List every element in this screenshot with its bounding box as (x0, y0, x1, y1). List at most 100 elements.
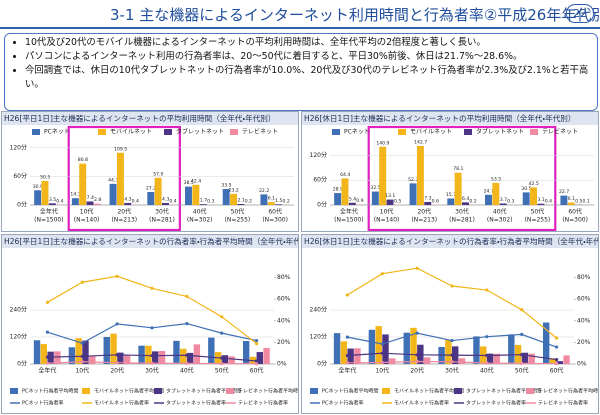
bar (154, 177, 162, 205)
chart-panel: H26[休日1日]主な機器によるインターネットの平均利用時間（全年代・年代別） … (301, 111, 599, 232)
y-tick-label: 240分 (310, 306, 327, 314)
bar-value-label: 0.5 (394, 198, 401, 204)
legend-label: PCネット行為者率 (322, 400, 364, 407)
bar-value-label: 0.1 (583, 198, 590, 204)
line-marker (115, 353, 119, 357)
line-marker (450, 284, 454, 288)
x-tick-label: 60代 (550, 367, 564, 375)
legend-label: PCネット行為者平均時間 (322, 388, 379, 395)
line-marker (520, 332, 524, 337)
bar-value-label: 142.7 (414, 140, 427, 146)
bar (89, 356, 96, 364)
line-marker (450, 338, 454, 343)
x-tick-label: 20代 (417, 208, 431, 216)
bar-value-label: 0.4 (545, 198, 552, 204)
bar (416, 146, 424, 205)
bar-value-label: 0.4 (132, 198, 139, 204)
chart: 0分 120分 240分 0% 20% 40% 60% 80% 全年代 10代 20代 30代 40代 5… (10, 274, 298, 407)
bar-value-label: 86.8 (78, 157, 88, 163)
legend-label: タブレットネット行為者率 (166, 400, 226, 407)
y-tick-label: 120分 (310, 151, 327, 159)
bar-value-label: 33.5 (221, 183, 231, 189)
legend-swatch (332, 129, 340, 135)
bar-value-label: 6.1 (568, 196, 575, 202)
x-tick-label: 30代 (455, 208, 469, 216)
x-tick-note: (N=300) (562, 217, 588, 224)
x-tick-note: (N=302) (487, 217, 513, 224)
line-marker (380, 272, 384, 276)
x-tick-label: 40代 (480, 367, 494, 375)
bar (537, 203, 545, 205)
bar-value-label: 14.3 (70, 192, 80, 198)
header: 3-1 主な機器によるインターネット利用時間と行為者率②平成26年年代別 22 (0, 0, 600, 29)
highlight-frame (67, 125, 181, 231)
y2-tick-label: 40% (577, 317, 591, 324)
legend-label: PCネット行為者平均時間 (22, 388, 79, 395)
x-tick-label: 全年代 (340, 208, 358, 216)
bar (462, 202, 469, 205)
bar (68, 347, 76, 364)
y-tick-label: 120分 (310, 333, 327, 341)
line-marker (220, 356, 224, 360)
line-marker (115, 322, 119, 326)
highlight-frame (367, 125, 557, 231)
bar (424, 201, 432, 205)
bar-value-label: 0.2 (283, 198, 290, 204)
x-tick-label: 10代 (80, 208, 94, 216)
line-marker (485, 335, 489, 339)
bar (530, 187, 538, 205)
line-marker (485, 353, 489, 358)
bar (567, 202, 575, 205)
bar-value-label: 5.4 (349, 196, 356, 202)
legend-swatch (310, 388, 318, 394)
bar-value-label: 0.3 (507, 198, 514, 204)
y-tick-label: 240分 (10, 306, 27, 314)
bar-value-label: 30.9 (33, 184, 43, 190)
slide-title: 3-1 主な機器によるインターネット利用時間と行為者率②平成26年年代別 (110, 6, 600, 24)
x-tick-label: 20代 (117, 208, 131, 216)
x-tick-label: 10代 (375, 367, 389, 375)
bar-value-label: 2.8 (94, 197, 101, 203)
bar-value-label: 28.9 (333, 187, 343, 193)
bar-value-label: 57.0 (153, 171, 163, 177)
x-tick-label: 全年代 (40, 208, 58, 216)
bar-value-label: 140.9 (376, 140, 389, 146)
x-tick-label: 全年代 (38, 367, 56, 375)
x-tick-label: 40代 (193, 208, 207, 216)
line-marker (185, 322, 189, 326)
bar (473, 336, 480, 364)
chart-title: H26[平日1日]主な機器によるインターネットの平均利用時間（全年代・年代別） (2, 112, 298, 125)
bar (186, 352, 194, 364)
x-tick-label: 50代 (515, 367, 529, 375)
bar (375, 326, 382, 364)
y2-tick-label: 80% (277, 274, 291, 281)
bar (447, 198, 455, 205)
y-tick-label: 120分 (10, 333, 27, 341)
line-marker (185, 353, 189, 357)
line-marker (415, 359, 419, 364)
bar-value-label: 0.4 (56, 198, 63, 204)
x-tick-label: 60代 (250, 367, 264, 375)
y-tick-label: 60分 (13, 172, 27, 180)
line-marker (380, 342, 384, 346)
line-marker (554, 361, 559, 366)
legend-swatch (98, 129, 106, 135)
x-tick-note: (N=1500) (34, 217, 63, 224)
bar (556, 361, 563, 364)
bar (145, 345, 152, 364)
line-marker (554, 336, 559, 340)
line-marker (80, 354, 84, 358)
bar (192, 184, 200, 205)
page-number: 22 (566, 4, 594, 23)
chart-title: H26[休日1日]主な機器によるインターネットの平均利用時間（全年代・年代別） (302, 112, 598, 125)
line-marker (345, 293, 350, 297)
bar-value-label: 0.9 (356, 198, 363, 204)
x-tick-note: (N=281) (449, 217, 475, 224)
y-tick-label: 0分 (317, 360, 327, 368)
y2-tick-label: 40% (277, 317, 291, 324)
line-marker (45, 361, 50, 365)
legend-swatch (230, 129, 238, 135)
legend-label: タブレットネット行為者平均時間 (166, 388, 241, 395)
bar (492, 182, 500, 205)
line-marker (520, 308, 524, 312)
